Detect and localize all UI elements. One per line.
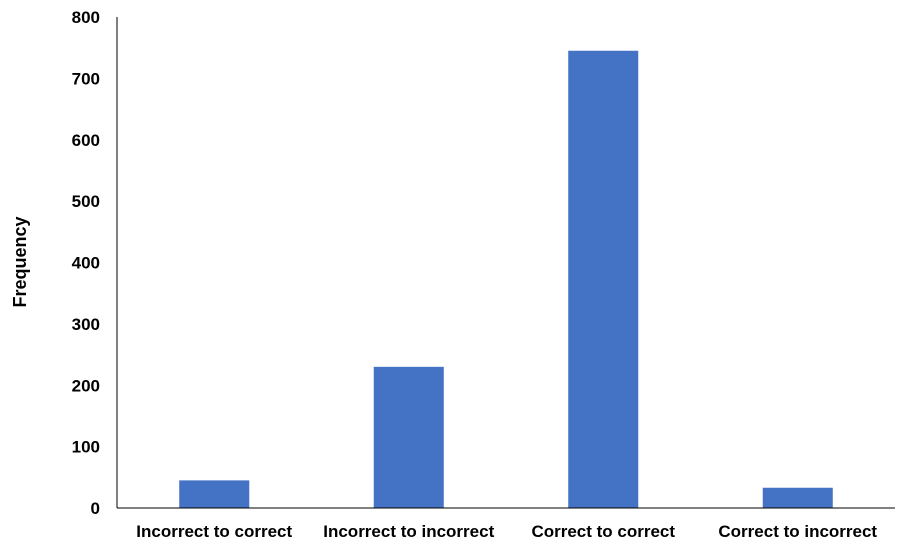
y-tick-label: 600 [72, 131, 100, 150]
y-tick-label: 500 [72, 192, 100, 211]
bars [179, 50, 833, 508]
bar [568, 50, 639, 508]
y-tick-labels: 0 100 200 300 400 500 600 700 800 [72, 8, 100, 518]
bar [373, 366, 444, 508]
y-tick-label: 400 [72, 254, 100, 273]
y-tick-label: 800 [72, 8, 100, 27]
y-tick-label: 100 [72, 438, 100, 457]
y-tick-label: 300 [72, 315, 100, 334]
y-axis-title: Frequency [10, 216, 30, 307]
x-category-label: Incorrect to correct [136, 522, 292, 541]
y-tick-label: 700 [72, 69, 100, 88]
bar [762, 487, 833, 508]
bar [179, 480, 250, 508]
y-tick-label: 200 [72, 376, 100, 395]
x-category-label: Incorrect to incorrect [323, 522, 494, 541]
y-tick-label: 0 [91, 499, 100, 518]
x-category-label: Correct to incorrect [718, 522, 877, 541]
x-category-label: Correct to correct [531, 522, 675, 541]
x-category-labels: Incorrect to correct Incorrect to incorre… [136, 522, 877, 541]
